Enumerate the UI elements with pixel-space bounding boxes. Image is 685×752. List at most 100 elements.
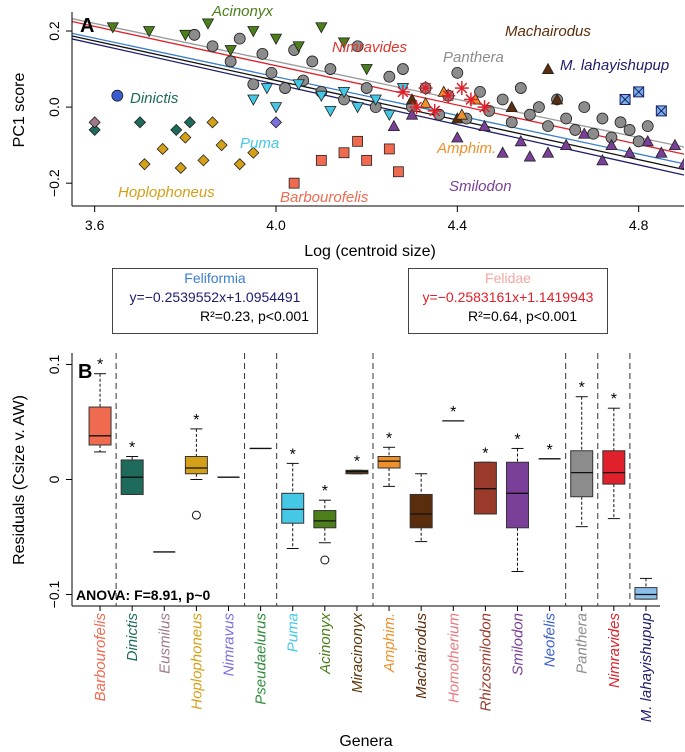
significance-star: * bbox=[290, 446, 296, 463]
box-miracinonyx: * bbox=[345, 453, 369, 475]
point-nimravides bbox=[454, 81, 469, 96]
significance-star: * bbox=[193, 412, 199, 429]
y-tick-label-a: 0.0 bbox=[46, 97, 62, 117]
y-tick-label-b: 0 bbox=[46, 475, 62, 483]
point-panthera bbox=[360, 82, 373, 94]
centroid-axis-title: Log (centroid size) bbox=[304, 243, 436, 260]
point-smilodon bbox=[541, 146, 555, 158]
point-acinonyx bbox=[315, 22, 328, 34]
x-tick-label-a: 4.0 bbox=[266, 217, 286, 233]
point-panthera bbox=[397, 63, 409, 75]
point-nimravides bbox=[427, 103, 442, 118]
point-hoplophoneus bbox=[206, 116, 219, 129]
box-body bbox=[281, 492, 305, 524]
significance-star: * bbox=[482, 445, 488, 462]
point-hoplophoneus bbox=[197, 154, 210, 167]
point-m-lahayishupup bbox=[619, 93, 631, 105]
point-acinonyx bbox=[224, 45, 237, 57]
feliformia-equation: y=−0.2539552x+1.0954491 bbox=[129, 289, 301, 305]
label-nimravides: Nimravides bbox=[332, 39, 408, 56]
point-barbourofelis bbox=[383, 143, 395, 155]
point-panthera bbox=[505, 116, 518, 129]
point-smilodon bbox=[578, 127, 591, 139]
genus-tick-labels: Barbourofelis Dinictis Eusmilus Hoplophoneu… bbox=[92, 606, 655, 722]
genus-tick-label: Rhizosmilodon bbox=[477, 613, 494, 711]
point-smilodon bbox=[677, 157, 684, 170]
genus-tick-label: Miracinonyx bbox=[349, 613, 366, 694]
point-nimravides bbox=[418, 81, 433, 96]
point-panthera bbox=[596, 112, 609, 125]
genus-tick-label: Nimravus bbox=[221, 613, 238, 677]
box-barbourofelis: * bbox=[88, 357, 112, 453]
group-separators bbox=[115, 353, 631, 606]
label-barbourofelis: Barbourofelis bbox=[280, 189, 369, 206]
point-panthera bbox=[351, 40, 364, 53]
y-ticks-b: 0.1 0 −0.1 bbox=[46, 355, 72, 608]
label-m-lahayishupup: M. lahayishupup bbox=[560, 57, 669, 74]
point-dinictis bbox=[133, 116, 147, 129]
point-acinonyx bbox=[269, 33, 283, 45]
box-panthera: * bbox=[570, 380, 594, 528]
regression-line-fit-grey bbox=[72, 18, 684, 148]
point-eusmilus bbox=[88, 116, 101, 129]
box-body bbox=[377, 456, 401, 469]
box-neofelis: * bbox=[538, 442, 561, 460]
point-acinonyx bbox=[179, 29, 192, 42]
point-panthera bbox=[523, 108, 536, 121]
point-machairodus bbox=[550, 93, 564, 105]
panel-a: 0.2 0.0 −0.2 3.6 4.0 4.4 4.8 A PC1 score Log … bbox=[11, 3, 684, 260]
point-panthera bbox=[247, 78, 260, 91]
genus-tick-label: Homotherium bbox=[445, 613, 462, 703]
pc1-axis-title: PC1 score bbox=[11, 73, 28, 148]
genus-tick-label: M. lahayishupup bbox=[638, 613, 655, 722]
point-acinonyx bbox=[106, 22, 119, 34]
point-nimravides bbox=[409, 100, 424, 115]
point-amphimachairodus bbox=[419, 96, 432, 109]
point-panthera bbox=[206, 40, 219, 53]
point-panthera bbox=[383, 70, 396, 83]
genus-labels-a: Acinonyx Nimravides Panthera Machairodus… bbox=[118, 3, 669, 206]
point-m-lahayishupup bbox=[633, 86, 645, 98]
point-puma bbox=[247, 94, 260, 106]
x-tick-label-a: 4.4 bbox=[448, 217, 468, 233]
box-nimravides: * bbox=[602, 391, 626, 520]
box-body bbox=[184, 456, 208, 475]
label-panthera: Panthera bbox=[443, 49, 504, 66]
label-smilodon: Smilodon bbox=[449, 178, 512, 195]
point-barbourofelis bbox=[338, 147, 350, 159]
point-smilodon bbox=[405, 108, 419, 120]
y-tick-label-b: −0.1 bbox=[46, 580, 62, 608]
point-acinonyx bbox=[142, 26, 156, 38]
significance-star: * bbox=[354, 453, 360, 470]
point-puma bbox=[315, 90, 328, 103]
point-hoplophoneus bbox=[215, 139, 228, 152]
point-panthera bbox=[188, 28, 201, 41]
point-machairodus bbox=[541, 62, 555, 74]
box-amphim-: * bbox=[377, 430, 401, 487]
genera-axis-title: Genera bbox=[339, 733, 392, 750]
point-panthera bbox=[560, 112, 573, 125]
box-acinonyx: * bbox=[313, 483, 337, 565]
point-smilodon bbox=[668, 138, 682, 151]
panel-b: 0.1 0 −0.1 * * * * * * * * * * * * * Barbourofelis Dini… bbox=[11, 353, 660, 750]
point-barbourofelis bbox=[352, 135, 364, 147]
outlier-point bbox=[191, 510, 201, 520]
point-barbourofelis bbox=[392, 166, 404, 178]
point-panthera bbox=[233, 32, 246, 45]
feliformia-equation-box: Feliformia y=−0.2539552x+1.0954491 R²=0.… bbox=[112, 268, 318, 334]
point-smilodon bbox=[451, 131, 464, 143]
box-body bbox=[409, 493, 433, 529]
point-acinonyx bbox=[337, 37, 351, 49]
scatter-points bbox=[88, 18, 684, 189]
point-machairodus bbox=[505, 100, 518, 112]
point-panthera bbox=[542, 120, 554, 133]
point-amphimachairodus bbox=[455, 108, 469, 120]
point-smilodon bbox=[596, 154, 609, 166]
panel-b-label: B bbox=[78, 361, 92, 383]
point-panthera bbox=[306, 55, 319, 68]
point-hoplophoneus bbox=[174, 161, 187, 175]
felidae-equation: y=−0.2583161x+1.1419943 bbox=[422, 289, 594, 305]
genus-tick-label: Smilodon bbox=[510, 613, 527, 676]
genus-tick-label: Acinonyx bbox=[317, 613, 334, 675]
box-homotherium: * bbox=[442, 404, 465, 422]
